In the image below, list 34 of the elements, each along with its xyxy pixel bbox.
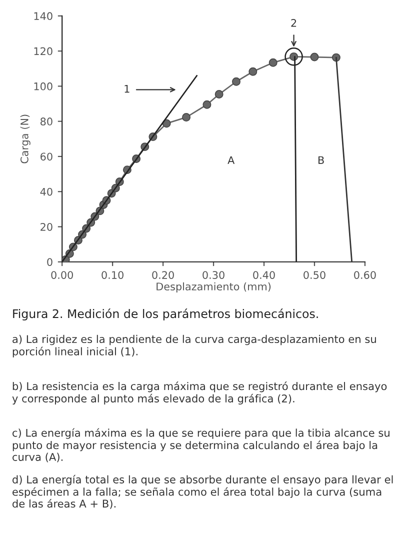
y-tick-label: 80 xyxy=(40,118,52,126)
x-tick-label: 0.60 xyxy=(354,271,376,279)
text: a) La rigidez es la pendiente de la curva carga-desplazamiento en su porción lineal inicial (1). xyxy=(12,334,376,358)
y-tick-label: 20 xyxy=(40,222,52,231)
y-tick-label: 0 xyxy=(47,258,52,266)
point xyxy=(182,113,191,122)
text: Figura 2. Medición de los parámetros biomecánicos. xyxy=(13,308,318,320)
y-tick-label: 140 xyxy=(34,12,52,20)
point xyxy=(310,52,319,62)
point xyxy=(214,90,224,99)
text: c) La energía máxima es la que se requiere para que la tibia alcance su punto de mayor resistencia y se determina calculando el área bajo la curva (A). xyxy=(12,428,390,462)
point xyxy=(232,77,240,86)
point xyxy=(202,100,212,109)
x-tick-label: 0.10 xyxy=(102,271,124,279)
y-axis-title: Carga (N) xyxy=(20,114,30,164)
y-tick-label: 120 xyxy=(34,47,52,56)
text: b) La resistencia es la carga máxima que se registró durante el ensayo y corresponde al punto más elevado de la gráfica (2). xyxy=(12,382,387,405)
text: d) La energía total es la que se absorbe durante el ensayo para llevar el espécimen a la falla; se señala como el área total bajo la curva (suma de las áreas A + B). xyxy=(12,474,393,509)
annotation: 2 xyxy=(291,19,296,27)
x-tick-label: 0.50 xyxy=(304,271,326,279)
point xyxy=(248,67,258,76)
y-tick-label: 60 xyxy=(40,152,52,161)
x-tick-label: 0.40 xyxy=(253,271,275,279)
x-tick-label: 0.20 xyxy=(152,271,174,279)
y-tick-label: 40 xyxy=(40,188,52,196)
annotation: A xyxy=(228,156,235,164)
y-tick-label: 100 xyxy=(34,82,52,90)
x-axis-title: Desplazamiento (mm) xyxy=(156,282,271,292)
annotation: B xyxy=(318,156,324,164)
x-tick-label: 0.30 xyxy=(202,271,224,279)
point xyxy=(268,58,278,67)
point xyxy=(284,48,303,66)
x-tick-label: 0.00 xyxy=(51,271,73,279)
annotation: 1 xyxy=(124,84,130,93)
